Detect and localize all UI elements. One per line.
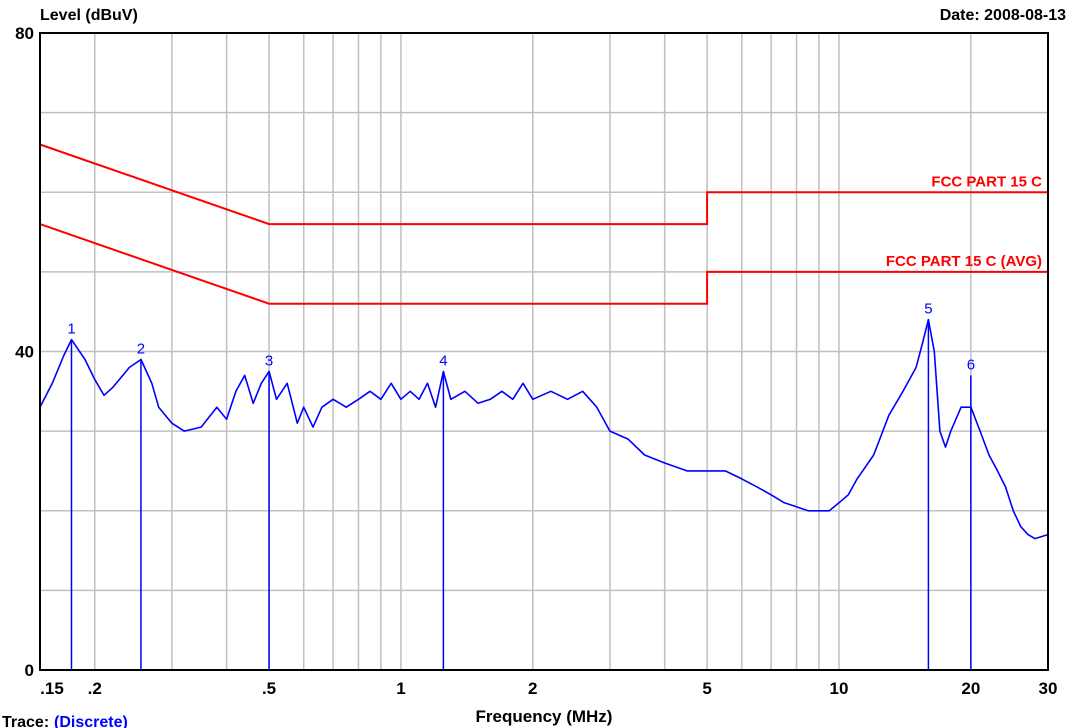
marker-label-4: 4 xyxy=(439,352,447,369)
trace-mode-value: (Discrete) xyxy=(54,714,128,728)
x-tick-label: .15 xyxy=(40,679,64,698)
limit-line-2 xyxy=(39,223,1048,305)
axis-tick-labels: .15 .2 .5 1 2 5 10 20 30 0 40 80 xyxy=(15,24,1057,698)
x-axis-title: Frequency (MHz) xyxy=(476,707,613,726)
measurement-trace xyxy=(39,318,1049,540)
y-tick-label: 40 xyxy=(15,343,34,362)
marker-label-3: 3 xyxy=(265,352,273,369)
y-tick-label: 0 xyxy=(25,661,34,680)
x-tick-label: 20 xyxy=(961,679,980,698)
plot-frame xyxy=(39,32,1049,671)
date-label: Date: 2008-08-13 xyxy=(940,7,1066,24)
limit-label-2: FCC PART 15 C (AVG) xyxy=(886,253,1042,270)
marker-label-1: 1 xyxy=(67,321,75,338)
x-tick-label: .5 xyxy=(262,679,276,698)
limit-label-1: FCC PART 15 C xyxy=(931,173,1042,190)
peak-markers: 1 2 3 4 5 6 xyxy=(67,301,975,670)
x-tick-label: .2 xyxy=(88,679,102,698)
x-tick-label: 30 xyxy=(1039,679,1058,698)
marker-label-5: 5 xyxy=(924,301,932,318)
marker-label-6: 6 xyxy=(967,356,975,373)
x-tick-label: 5 xyxy=(702,679,711,698)
trace-line-1 xyxy=(39,318,1049,540)
x-tick-label: 1 xyxy=(396,679,405,698)
y-axis-title: Level (dBuV) xyxy=(40,7,138,24)
chart-grid xyxy=(40,33,1048,670)
limit-line-1 xyxy=(39,143,1048,226)
trace-label: Trace: xyxy=(2,714,49,728)
x-tick-label: 10 xyxy=(830,679,849,698)
marker-label-2: 2 xyxy=(137,340,145,357)
y-tick-label: 80 xyxy=(15,24,34,43)
x-tick-label: 2 xyxy=(528,679,537,698)
limit-lines: FCC PART 15 C FCC PART 15 C (AVG) xyxy=(39,143,1048,305)
